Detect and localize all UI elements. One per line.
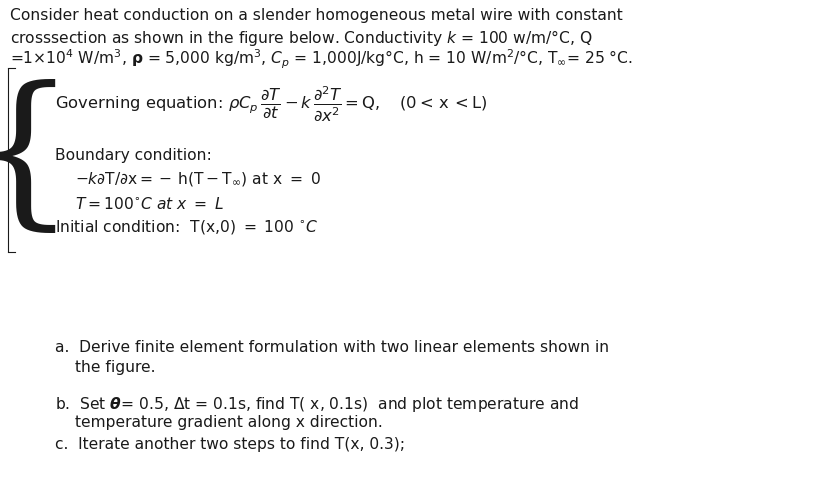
Text: $T=100^{\circ}C$ at x $=$ L: $T=100^{\circ}C$ at x $=$ L (75, 196, 225, 212)
Text: b.  Set $\boldsymbol{\theta}$= 0.5, Δt = 0.1s, find T( x, 0.1s)  and plot temper: b. Set $\boldsymbol{\theta}$= 0.5, Δt = … (55, 395, 579, 414)
Text: the figure.: the figure. (75, 360, 156, 375)
Text: {: { (0, 80, 75, 241)
Text: c.  Iterate another two steps to find T(x, 0.3);: c. Iterate another two steps to find T(x… (55, 437, 405, 452)
Text: Initial condition:  T(x,0) $=$ 100 $^{\circ}C$: Initial condition: T(x,0) $=$ 100 $^{\ci… (55, 218, 319, 236)
Text: temperature gradient along x direction.: temperature gradient along x direction. (75, 415, 383, 430)
Text: crosssection as shown in the figure below. Conductivity $k$ = 100 w/m/°C, Q: crosssection as shown in the figure belo… (10, 28, 593, 48)
Text: =1×10$^4$ W/m$^3$, $\bf{\rho}$ = 5,000 kg/m$^3$, $C_p$ = 1,000J/kg°C, h = 10 W/m: =1×10$^4$ W/m$^3$, $\bf{\rho}$ = 5,000 k… (10, 48, 633, 71)
Text: Boundary condition:: Boundary condition: (55, 148, 212, 163)
Text: a.  Derive finite element formulation with two linear elements shown in: a. Derive finite element formulation wit… (55, 340, 609, 355)
Text: $-k\partial\mathrm{T} / \partial\mathrm{x} = -\,\mathrm{h}\left(\mathrm{T}-\math: $-k\partial\mathrm{T} / \partial\mathrm{… (75, 170, 321, 188)
Text: Consider heat conduction on a slender homogeneous metal wire with constant: Consider heat conduction on a slender ho… (10, 8, 623, 23)
Text: Governing equation: $\rho C_p\,\dfrac{\partial T}{\partial t} - k\,\dfrac{\parti: Governing equation: $\rho C_p\,\dfrac{\p… (55, 84, 487, 123)
